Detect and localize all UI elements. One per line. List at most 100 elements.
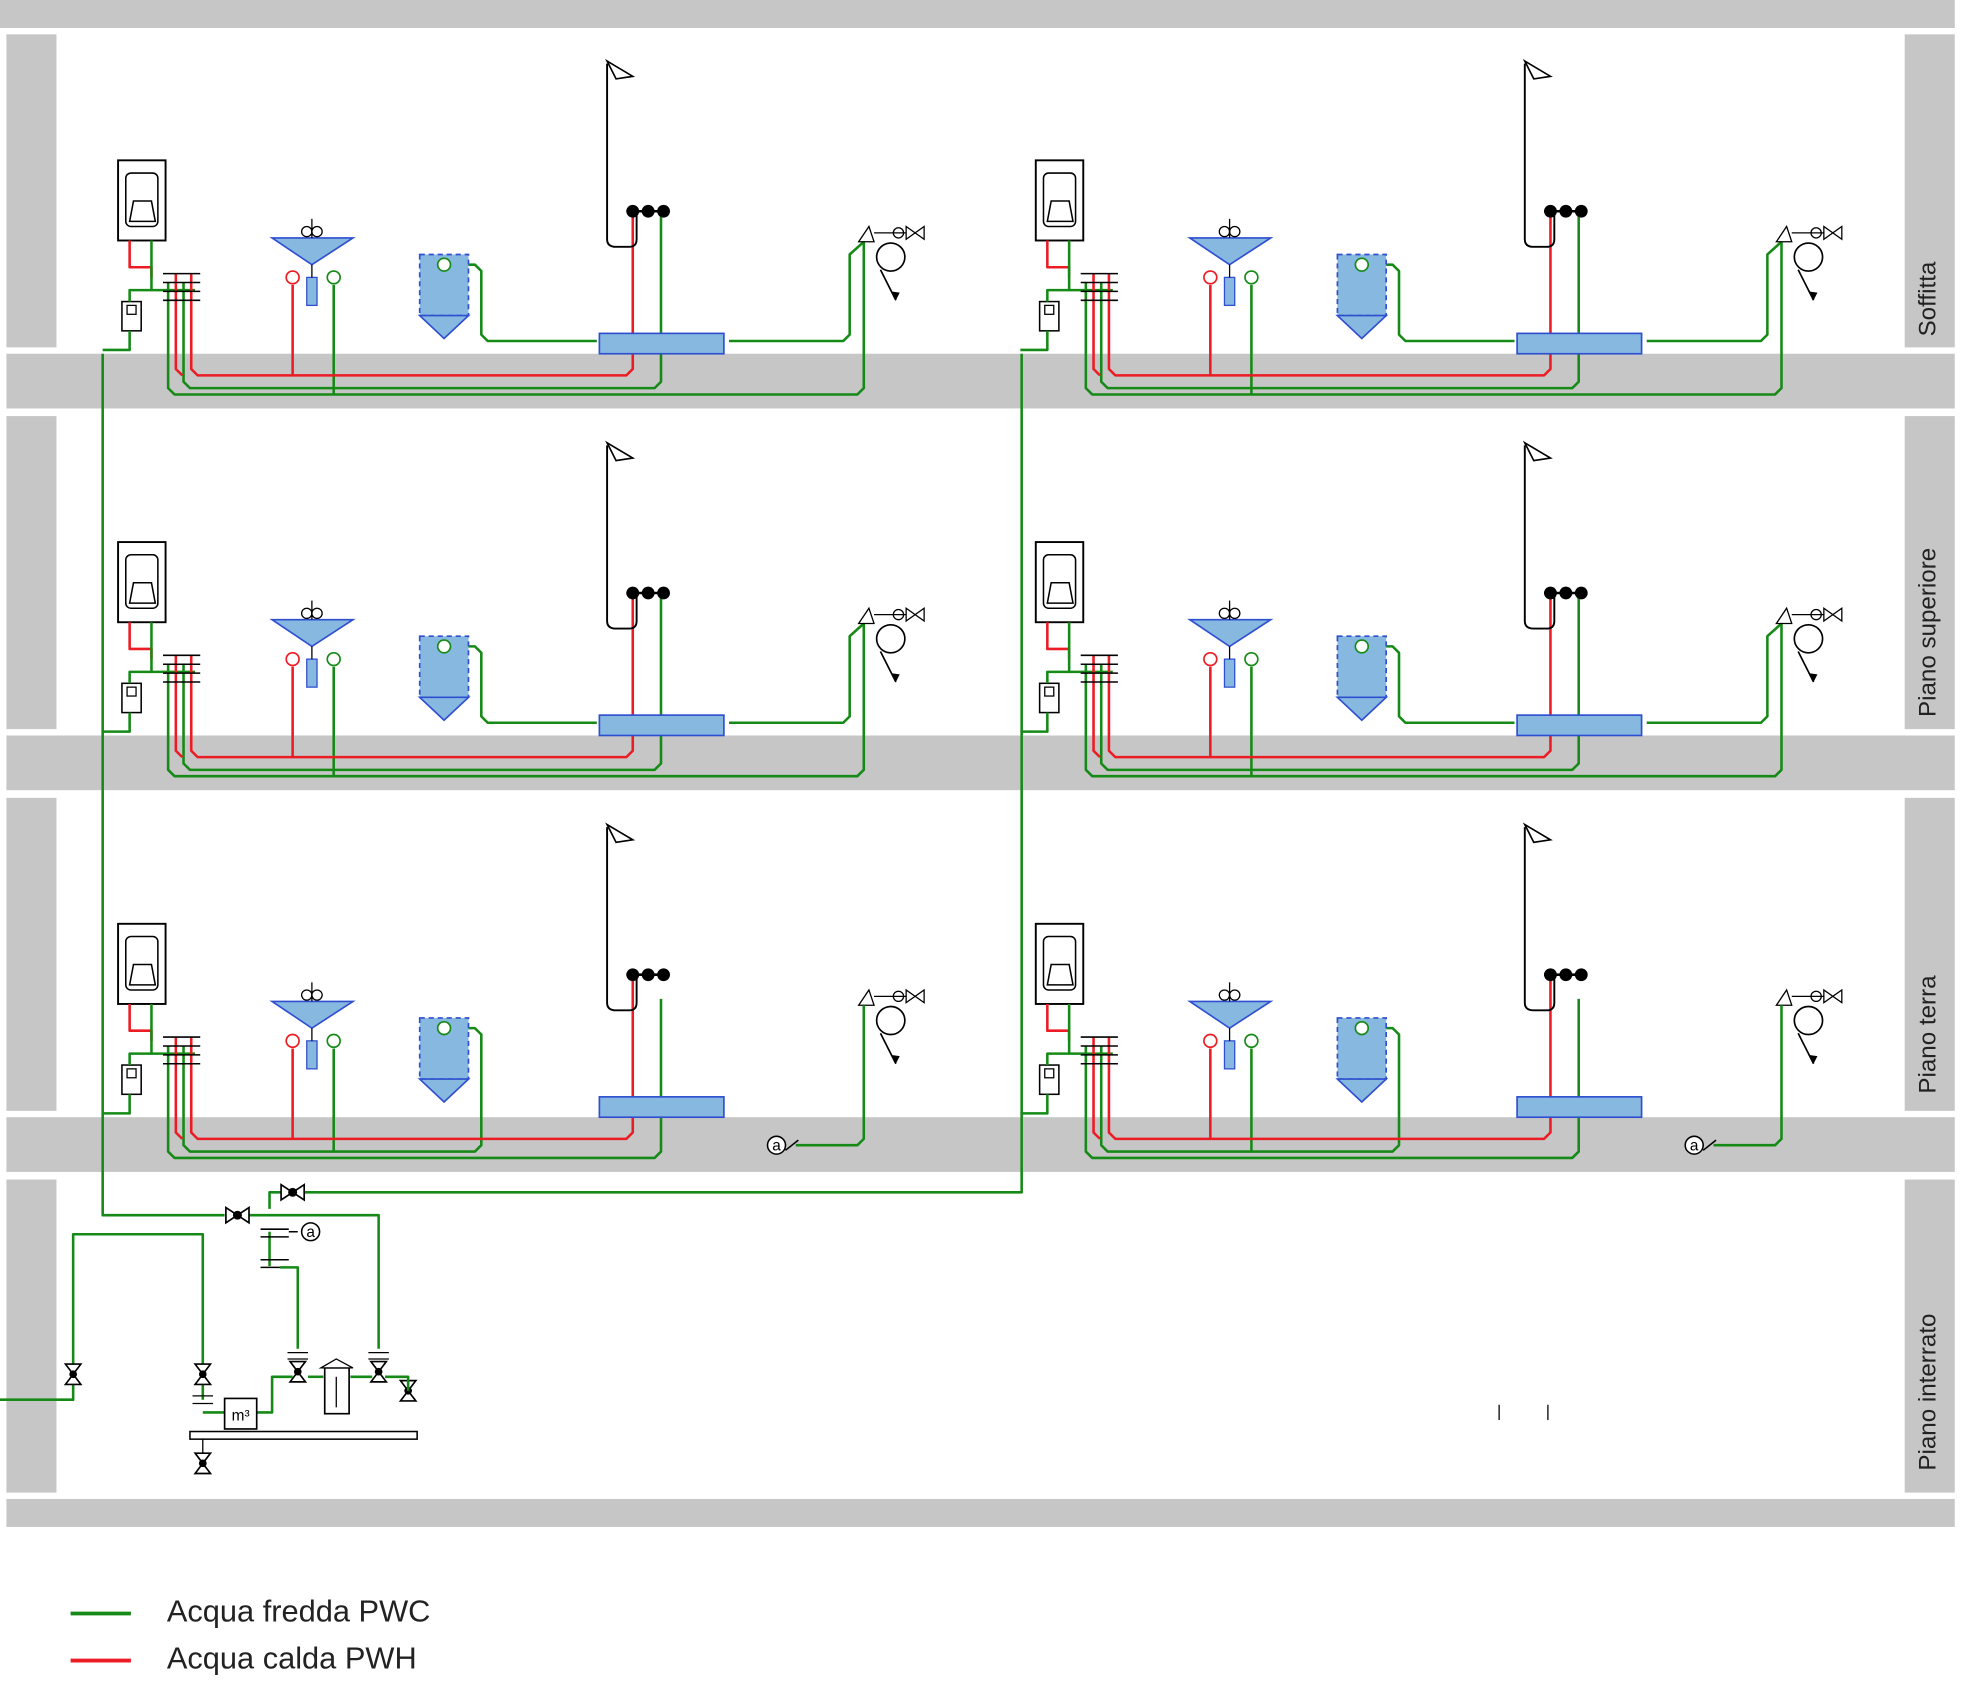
pipe [1046, 240, 1071, 278]
washing-machine [875, 623, 906, 654]
pipe [182, 1026, 483, 1153]
shower-riser [1523, 827, 1556, 1012]
shower-head [1522, 440, 1553, 462]
pipe [279, 1266, 300, 1349]
valve-dot [232, 1210, 242, 1220]
water-heater-panel [1042, 935, 1077, 991]
legend-label: Acqua fredda PWC [167, 1595, 431, 1629]
shower-riser [1523, 445, 1556, 630]
siphon [1223, 658, 1236, 688]
washing-machine [875, 1005, 906, 1036]
faucet [1228, 607, 1241, 620]
shower-riser [606, 445, 638, 630]
pipe [268, 1191, 282, 1209]
pipe [1713, 1005, 1783, 1147]
drain-arrow [890, 1054, 900, 1064]
wm-valve [905, 606, 925, 623]
drain-slope [1702, 1139, 1717, 1151]
wc-valve [436, 1020, 452, 1036]
pipe [729, 622, 865, 725]
water-meter-main [223, 1397, 258, 1430]
pipe [1020, 712, 1049, 733]
pipe [102, 330, 131, 352]
pipe [1046, 622, 1071, 660]
water-heater-display [128, 582, 157, 604]
drain-label: a [306, 1224, 315, 1241]
bathtub [1516, 332, 1643, 355]
wm-valve [1823, 225, 1843, 241]
hot-tap [285, 651, 300, 667]
water-heater-panel [125, 554, 159, 609]
cold-tap [326, 1033, 341, 1049]
water-heater-display [128, 963, 157, 986]
water-heater-display [1046, 963, 1074, 986]
pipe [1092, 1037, 1101, 1140]
cold-tap [1244, 270, 1259, 285]
pipe [102, 1094, 131, 1115]
water-meter-dial [1044, 304, 1055, 315]
bathtub [598, 332, 725, 355]
faucet [1228, 225, 1241, 238]
hot-tap [1203, 270, 1218, 285]
pipe [1099, 1026, 1401, 1153]
pipe [174, 655, 184, 759]
wc-valve [436, 639, 452, 654]
washing-machine [1793, 242, 1824, 272]
valve-dot [198, 1370, 207, 1379]
wc-bowl [417, 1078, 471, 1104]
wm-valve [1775, 225, 1793, 243]
siphon [1223, 1040, 1236, 1070]
wm-valve [857, 606, 875, 625]
washbasin [269, 618, 356, 648]
cold-tap [1244, 651, 1259, 667]
hot-tap [285, 270, 300, 285]
floor-label: Piano superiore [1914, 548, 1941, 717]
apartment-unit [102, 58, 925, 396]
pipe [166, 617, 866, 778]
drain-slope [785, 1139, 799, 1151]
water-heater-display [128, 200, 157, 223]
washbasin [1187, 1000, 1274, 1030]
washbasin [269, 237, 356, 266]
pipe [1084, 617, 1783, 778]
wc-valve [436, 257, 452, 272]
pipe [1361, 263, 1515, 343]
faucet [300, 989, 313, 1001]
drain-arrow [1808, 291, 1818, 301]
shower-head [605, 58, 636, 80]
pipe [304, 353, 1023, 1194]
valve-dot [198, 1459, 207, 1468]
drain-arrow [890, 673, 900, 683]
faucet [300, 607, 313, 620]
water-meter-dial [1044, 1068, 1055, 1079]
faucet [1218, 225, 1231, 238]
pipe [101, 353, 225, 1217]
filter-cap [318, 1358, 354, 1369]
apartment-unit: a [1020, 822, 1843, 1160]
drain-arrow [1808, 673, 1818, 683]
wc-valve [1354, 257, 1370, 272]
apartment-unit [1020, 440, 1843, 778]
faucet [1218, 607, 1231, 620]
siphon [306, 1040, 318, 1070]
wm-valve [1823, 988, 1843, 1004]
pipe [1107, 598, 1552, 759]
pipe [1646, 622, 1783, 725]
water-heater-panel [1042, 554, 1077, 609]
water-heater-panel [125, 935, 159, 991]
support-bar [189, 1430, 418, 1440]
pipe [128, 240, 153, 278]
pipe [1046, 1003, 1071, 1041]
legend-label: Acqua calda PWH [167, 1642, 417, 1676]
drain-arrow [1808, 1054, 1818, 1064]
faucet [311, 989, 323, 1001]
siphon [1223, 276, 1236, 307]
pipe [166, 998, 663, 1160]
cold-tap [326, 651, 341, 667]
pipe [1092, 655, 1101, 759]
pipe [1092, 273, 1101, 377]
pipe [248, 1213, 380, 1349]
valve-dot [288, 1187, 298, 1197]
